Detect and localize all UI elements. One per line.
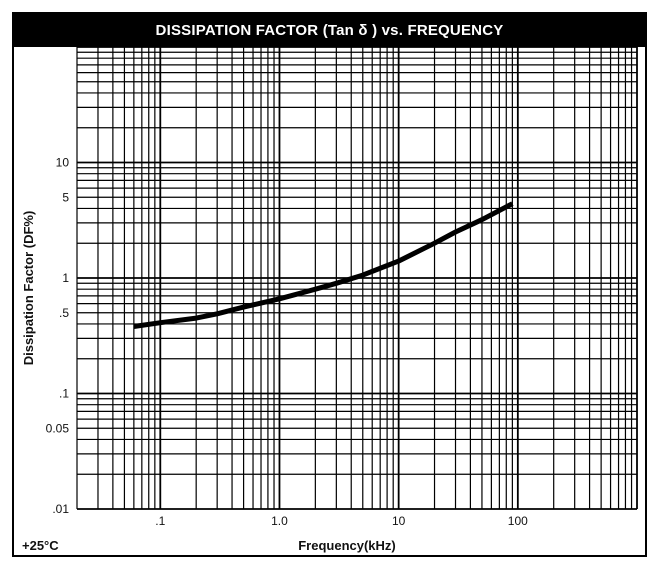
x-axis-label: Frequency(kHz) bbox=[298, 538, 396, 553]
y-tick-label: 0.05 bbox=[46, 421, 70, 435]
y-tick-label: .5 bbox=[59, 306, 69, 320]
y-tick-label: 1 bbox=[62, 271, 69, 285]
y-axis-label: Dissipation Factor (DF%) bbox=[21, 211, 36, 366]
x-tick-label: 10 bbox=[392, 514, 406, 528]
tick-labels: .1 1.0 10 100 .01 0.05 .1 .5 1 5 10 bbox=[46, 156, 529, 529]
x-tick-label: 1.0 bbox=[271, 514, 288, 528]
temperature-annotation: +25°C bbox=[22, 538, 59, 553]
chart-frame: DISSIPATION FACTOR (Tan δ ) vs. FREQUENC… bbox=[12, 12, 647, 557]
series-layer bbox=[133, 201, 514, 329]
y-tick-label: 10 bbox=[56, 156, 70, 170]
grid bbox=[76, 46, 638, 510]
y-tick-label: .1 bbox=[59, 387, 69, 401]
x-tick-label: .1 bbox=[155, 514, 165, 528]
df-curve bbox=[133, 201, 514, 329]
x-tick-label: 100 bbox=[508, 514, 528, 528]
chart-title: DISSIPATION FACTOR (Tan δ ) vs. FREQUENC… bbox=[14, 14, 645, 47]
y-tick-label: .01 bbox=[52, 502, 69, 516]
y-tick-label: 5 bbox=[62, 190, 69, 204]
